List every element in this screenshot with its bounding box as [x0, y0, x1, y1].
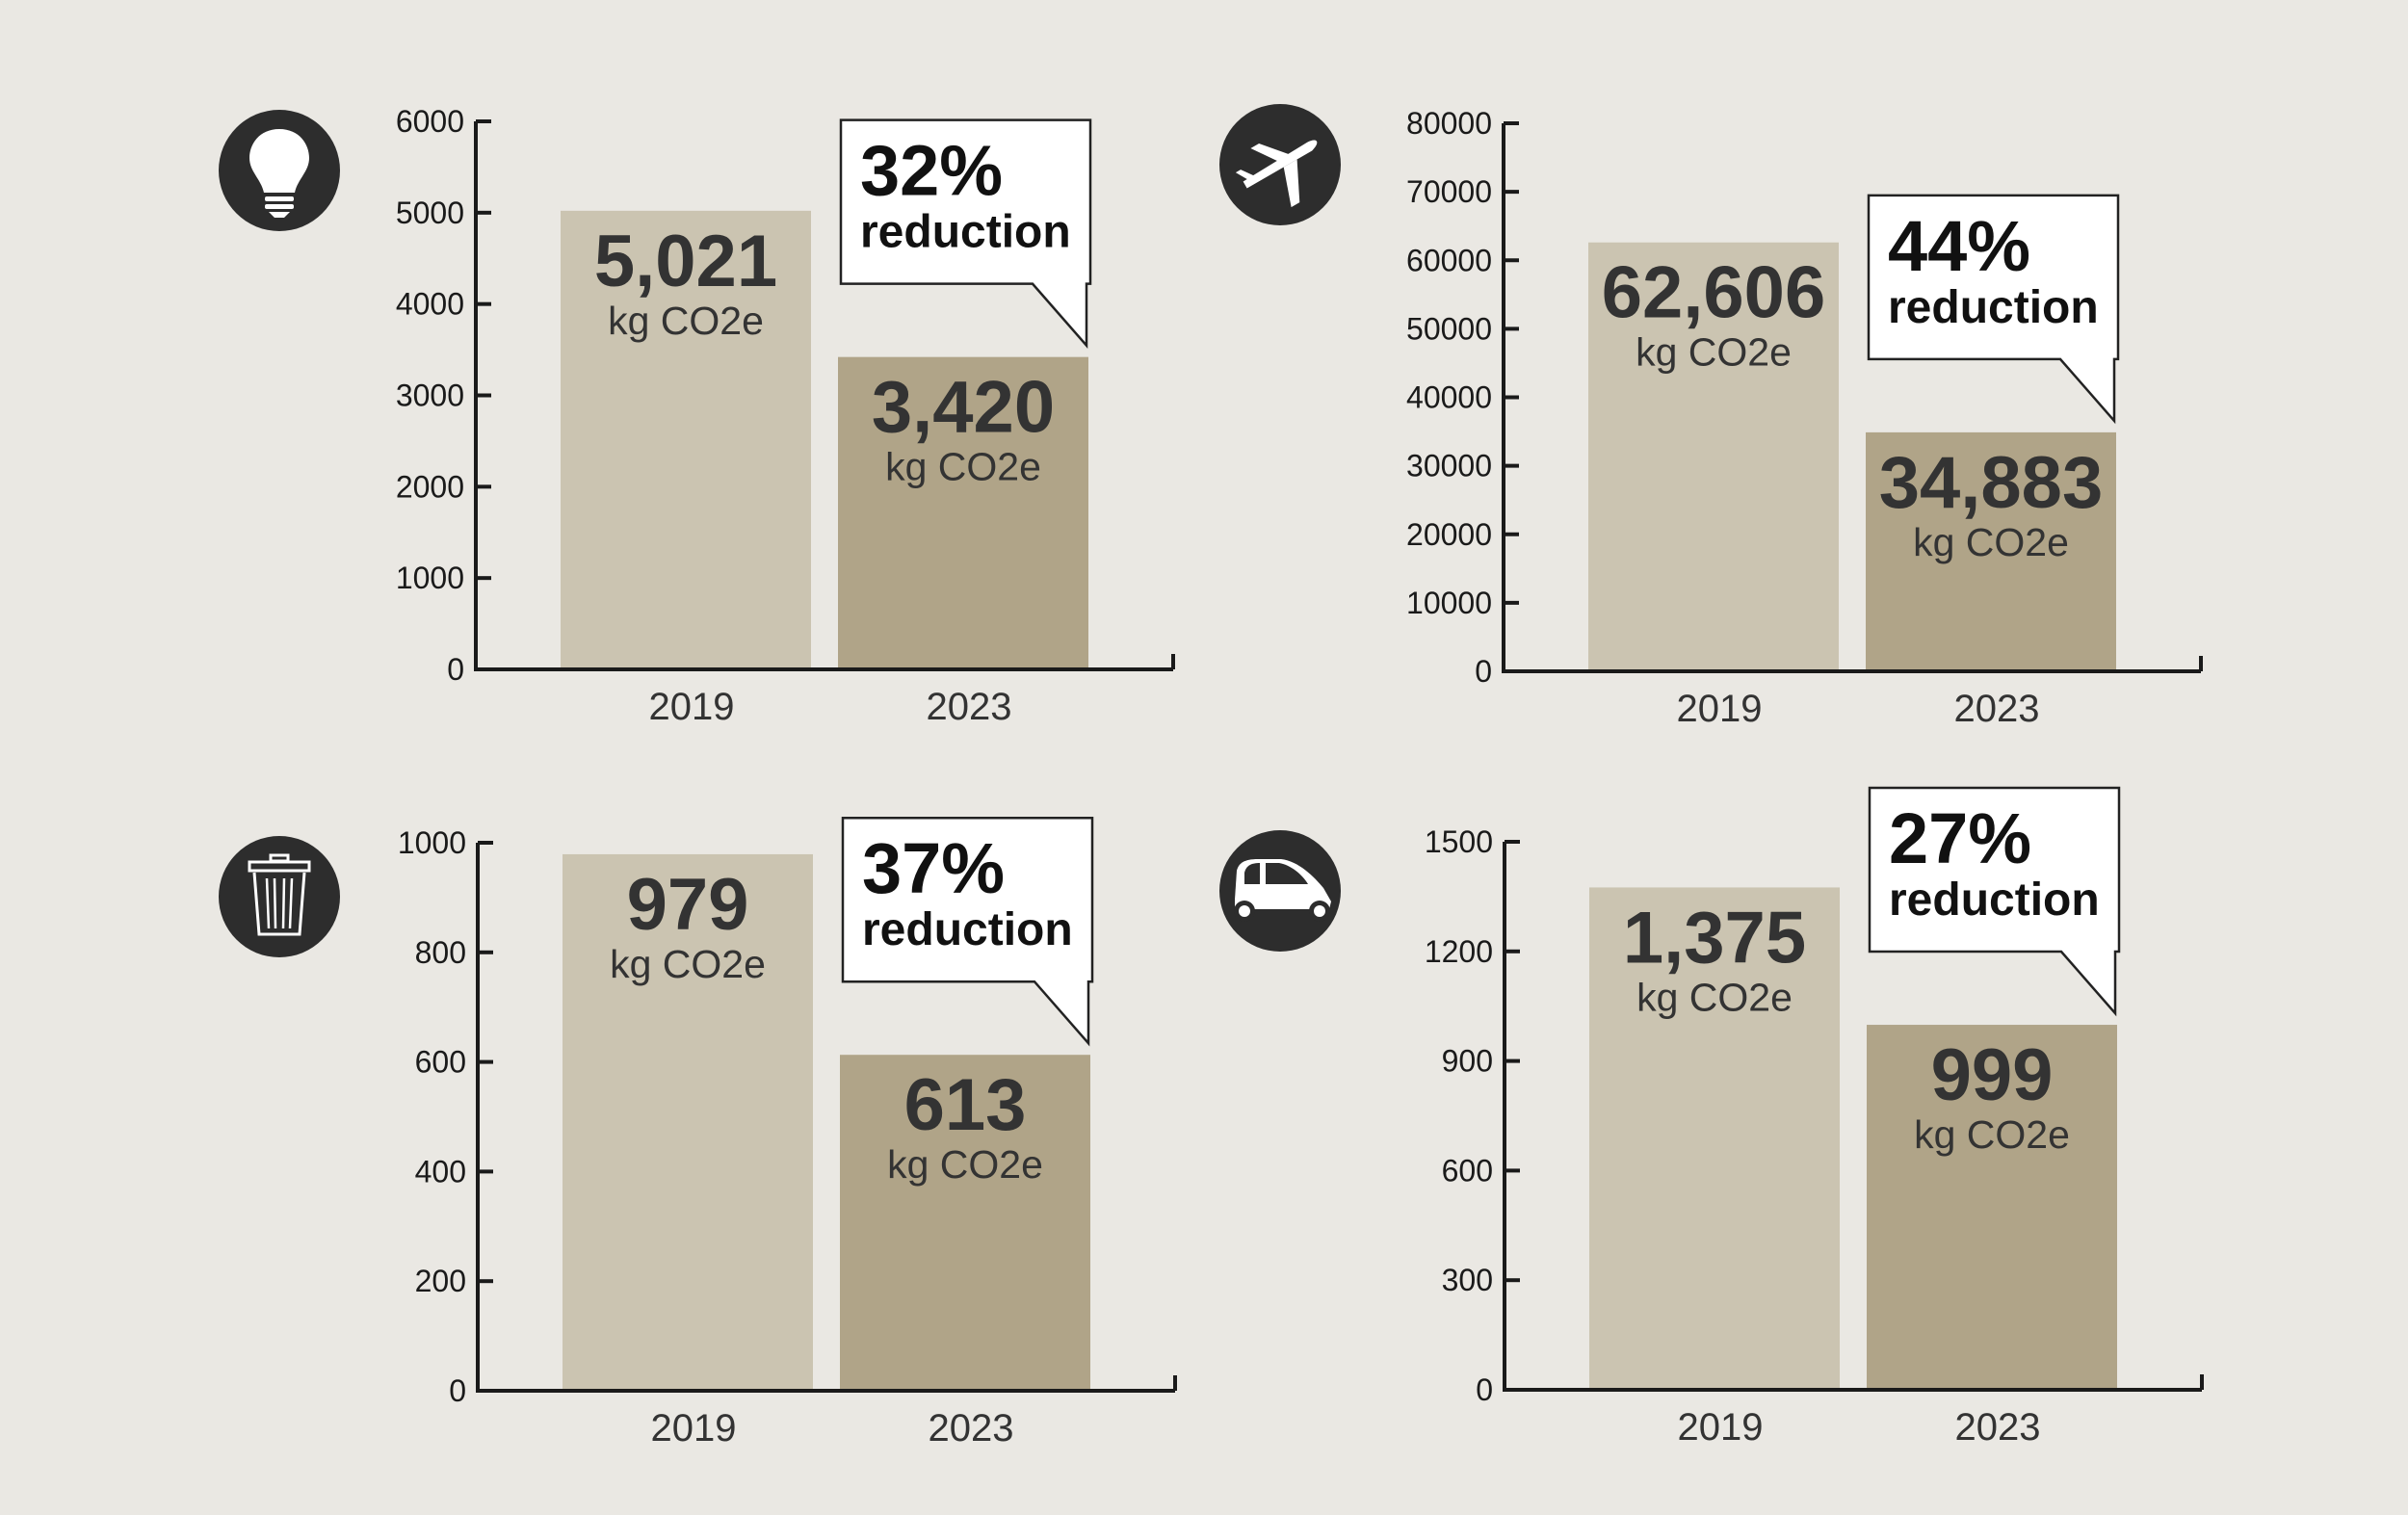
x-tick-label: 2019	[649, 686, 735, 728]
reduction-label: reduction	[862, 904, 1073, 955]
x-tick-label: 2023	[929, 1407, 1014, 1450]
x-tick-label: 2019	[651, 1407, 737, 1450]
x-tick-label: 2019	[1677, 688, 1763, 730]
y-tick-label: 0	[1475, 654, 1492, 689]
bar-unit-label: kg CO2e	[610, 942, 766, 986]
y-tick-label: 0	[449, 1373, 466, 1408]
bar-unit-label: kg CO2e	[885, 445, 1041, 489]
chart-electricity: 5,021 kg CO2e 2019 3,420 kg CO2e 2023 0 1000 200…	[396, 104, 1208, 757]
bar-value-label: 34,883	[1879, 442, 2103, 524]
y-tick-label: 5000	[396, 196, 464, 230]
y-tick-label: 1200	[1425, 934, 1493, 969]
reduction-percent: 44%	[1888, 206, 2030, 286]
bar-unit-label: kg CO2e	[1636, 330, 1792, 375]
y-tick-label: 50000	[1406, 311, 1492, 346]
bar-value-label: 1,375	[1623, 897, 1806, 979]
reduction-percent: 32%	[860, 131, 1003, 211]
bar-2023	[1867, 1025, 2117, 1390]
bar-unit-label: kg CO2e	[1636, 975, 1793, 1019]
y-tick-label: 300	[1442, 1263, 1493, 1297]
y-tick-label: 600	[1442, 1153, 1493, 1188]
x-tick-label: 2023	[927, 686, 1012, 728]
y-tick-label: 40000	[1406, 380, 1492, 415]
car-icon	[1219, 830, 1341, 952]
chart-flights: 62,606 kg CO2e 2019 34,883 kg CO2e 2023 0 10000…	[1406, 106, 2236, 759]
y-tick-label: 60000	[1406, 243, 1492, 277]
y-tick-label: 1500	[1425, 824, 1493, 859]
bar-value-label: 5,021	[594, 221, 777, 302]
reduction-callout	[841, 816, 1094, 1047]
y-tick-label: 30000	[1406, 449, 1492, 483]
bar-unit-label: kg CO2e	[1913, 520, 2069, 564]
chart-car: 1,375 kg CO2e 2019 999 kg CO2e 2023 0 300 600 900…	[1425, 786, 2237, 1477]
bar-unit-label: kg CO2e	[1914, 1112, 2070, 1157]
bar-2019	[563, 853, 813, 1391]
bar-2019	[561, 210, 811, 669]
reduction-callout	[1868, 786, 2121, 1017]
lightbulb-icon	[219, 110, 340, 231]
bar-2019	[1589, 887, 1840, 1390]
reduction-callout	[1867, 194, 2120, 425]
bar-2019	[1588, 242, 1839, 671]
chart-waste: 979 kg CO2e 2019 613 kg CO2e 2023 0 200 400 600 80…	[398, 816, 1210, 1478]
trash-can-icon	[219, 836, 340, 957]
bar-2023	[1866, 431, 2116, 671]
y-tick-label: 2000	[396, 469, 464, 504]
y-tick-label: 4000	[396, 287, 464, 322]
bar-value-label: 999	[1931, 1034, 2054, 1116]
bar-value-label: 979	[627, 864, 749, 946]
y-tick-label: 10000	[1406, 586, 1492, 620]
reduction-label: reduction	[860, 207, 1071, 258]
x-tick-label: 2019	[1678, 1406, 1764, 1449]
reduction-callout	[839, 118, 1092, 349]
y-tick-label: 80000	[1406, 106, 1492, 141]
bar-value-label: 3,420	[872, 367, 1055, 449]
bar-2023	[838, 356, 1088, 669]
y-tick-label: 3000	[396, 379, 464, 413]
reduction-label: reduction	[1889, 875, 2100, 926]
y-tick-label: 0	[447, 652, 464, 687]
y-tick-label: 1000	[398, 825, 466, 860]
x-tick-label: 2023	[1954, 688, 2040, 730]
y-tick-label: 70000	[1406, 174, 1492, 209]
reduction-percent: 27%	[1889, 798, 2031, 878]
y-tick-label: 200	[415, 1264, 466, 1298]
reduction-label: reduction	[1888, 282, 2099, 333]
y-tick-label: 20000	[1406, 517, 1492, 552]
bar-unit-label: kg CO2e	[887, 1142, 1043, 1187]
x-tick-label: 2023	[1955, 1406, 2041, 1449]
y-tick-label: 1000	[396, 561, 464, 595]
y-tick-label: 6000	[396, 104, 464, 139]
y-tick-label: 900	[1442, 1044, 1493, 1079]
reduction-percent: 37%	[862, 828, 1005, 908]
bar-value-label: 613	[904, 1064, 1027, 1146]
y-tick-label: 0	[1476, 1372, 1493, 1407]
bar-unit-label: kg CO2e	[608, 299, 764, 343]
bar-value-label: 62,606	[1602, 252, 1825, 334]
y-tick-label: 800	[415, 935, 466, 970]
airplane-icon	[1219, 104, 1341, 225]
y-tick-label: 400	[415, 1154, 466, 1188]
y-tick-label: 600	[415, 1045, 466, 1080]
bar-2023	[840, 1055, 1090, 1391]
